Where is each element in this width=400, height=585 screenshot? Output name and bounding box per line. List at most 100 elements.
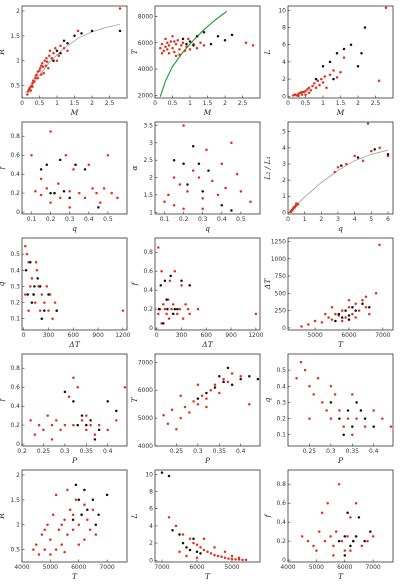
x-tick-label: 6 — [386, 216, 390, 223]
y-tick-label: 1 — [16, 522, 20, 529]
y-tick-label: 0.8 — [10, 133, 20, 140]
y-tick-label: 1 — [149, 209, 153, 216]
data-point-black — [202, 31, 206, 34]
data-point-red — [49, 130, 52, 133]
y-tick-label: 4 — [282, 59, 286, 66]
y-tick-label: 2000 — [138, 92, 153, 99]
data-point-red — [47, 309, 50, 312]
y-tick-label: 0.8 — [143, 249, 153, 256]
y-tick-label: 2.5 — [143, 157, 153, 164]
data-point-red — [366, 539, 369, 543]
data-point-black — [344, 309, 347, 312]
data-point-red — [300, 535, 304, 538]
data-point-red — [166, 422, 170, 425]
data-point-red — [58, 196, 62, 200]
plot-frame — [287, 469, 394, 563]
y-tick-label: 0.6 — [10, 384, 20, 391]
data-point-red — [196, 307, 200, 311]
y-tick-label: 3 — [282, 161, 286, 168]
x-tick-label: 900 — [225, 332, 237, 339]
data-point-black — [356, 64, 360, 68]
x-tick-label: 1200 — [115, 332, 130, 339]
y-tick-label: 0 — [16, 441, 20, 448]
y-tick-label: 1.5 — [143, 192, 153, 199]
data-point-red — [59, 44, 62, 48]
x-tick-label: 0.4 — [217, 216, 227, 223]
data-point-red — [49, 538, 52, 541]
data-point-red — [342, 56, 346, 59]
data-point-red — [389, 425, 393, 428]
x-tick-label: 2.5 — [371, 100, 381, 107]
data-point-red — [57, 182, 60, 185]
data-point-red — [384, 6, 388, 9]
x-tick-label: 2 — [223, 100, 227, 107]
data-point-red — [295, 202, 298, 205]
data-point-red — [157, 312, 160, 316]
x-tick-label: 7000 — [99, 564, 114, 571]
x-tick-label: 0.3 — [65, 216, 75, 223]
data-point-red — [167, 52, 171, 55]
x-tick-label: 0.3 — [198, 216, 208, 223]
x-tick-label: 0.35 — [213, 448, 227, 455]
data-point-red — [40, 533, 44, 536]
data-point-red — [226, 380, 230, 384]
scatter-panel-15: 4000 5000 6000 7000 0 0.2 0.4 0.6 0.8 Tf — [263, 469, 394, 581]
data-point-red — [88, 528, 92, 531]
y-tick-label: 0 — [149, 325, 153, 332]
data-point-black — [29, 260, 32, 264]
data-point-red — [182, 124, 185, 127]
x-tick-label: 5000 — [43, 564, 58, 571]
y-tick-label: 2 — [16, 472, 20, 479]
data-point-red — [361, 299, 364, 302]
x-tick-label: 0 — [22, 332, 26, 339]
scatter-panel-4: 0.1 0.2 0.3 0.4 0.5 0 0.2 0.4 0.6 0.8 q f — [0, 121, 128, 233]
data-point-red — [168, 279, 172, 282]
data-point-red — [185, 554, 188, 558]
x-axis-label: q — [205, 224, 210, 233]
plot-frame — [287, 121, 394, 215]
data-point-black — [165, 298, 168, 301]
x-tick-label: 1.5 — [203, 100, 213, 107]
data-point-red — [51, 317, 54, 320]
x-tick-label: 600 — [201, 332, 213, 339]
data-point-red — [181, 533, 185, 536]
data-point-red — [63, 518, 66, 521]
data-point-red — [205, 148, 208, 152]
data-point-red — [347, 299, 351, 302]
data-point-red — [171, 46, 174, 50]
data-point-red — [162, 414, 165, 417]
y-tick-label: 0.1 — [10, 316, 20, 323]
data-point-black — [80, 32, 83, 35]
data-point-red — [45, 285, 49, 288]
data-point-red — [344, 316, 347, 319]
data-point-red — [45, 56, 48, 60]
data-point-black — [199, 552, 202, 555]
y-tick-label: 6000 — [138, 40, 153, 47]
y-tick-label: 0 — [149, 557, 153, 564]
data-point-red — [187, 37, 190, 41]
data-point-red — [30, 277, 34, 280]
data-point-red — [35, 73, 38, 76]
data-point-black — [115, 409, 118, 413]
y-tick-label: 0 — [282, 557, 286, 564]
data-point-black — [195, 34, 199, 38]
data-point-red — [349, 516, 352, 519]
data-point-red — [223, 550, 227, 553]
y-tick-label: 4000 — [138, 66, 153, 73]
data-point-red — [222, 377, 225, 381]
data-point-red — [230, 557, 234, 561]
x-tick-label: 6000 — [341, 332, 356, 339]
x-tick-label: 2 — [90, 100, 94, 107]
data-point-red — [72, 423, 75, 427]
data-point-red — [349, 549, 352, 552]
data-point-black — [169, 274, 172, 278]
data-point-red — [29, 419, 32, 422]
x-axis-label: M — [336, 108, 345, 117]
data-point-red — [297, 94, 300, 98]
x-axis-label: ΔT — [201, 340, 213, 349]
data-point-black — [207, 169, 210, 172]
data-point-black — [213, 386, 217, 389]
data-point-red — [54, 548, 58, 551]
x-tick-label: 4 — [353, 216, 357, 223]
x-tick-label: 0.2 — [17, 448, 27, 455]
